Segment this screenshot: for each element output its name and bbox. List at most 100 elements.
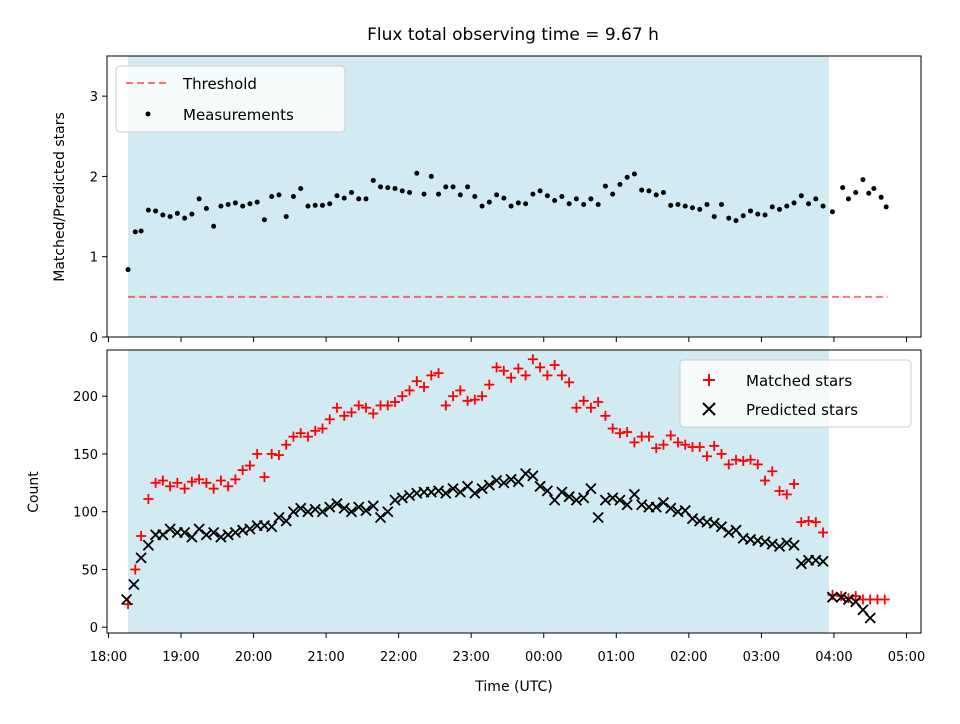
measurement-point bbox=[866, 191, 871, 196]
measurement-point bbox=[654, 192, 659, 197]
y-tick-label: 200 bbox=[73, 390, 98, 405]
y-tick-label: 100 bbox=[73, 506, 98, 521]
measurement-point bbox=[763, 212, 768, 217]
measurement-point bbox=[596, 202, 601, 207]
measurement-point bbox=[393, 186, 398, 191]
measurement-point bbox=[646, 188, 651, 193]
x-tick-label: 03:00 bbox=[743, 650, 780, 665]
measurement-point bbox=[879, 195, 884, 200]
measurement-point bbox=[436, 192, 441, 197]
measurement-point bbox=[407, 190, 412, 195]
measurement-point bbox=[799, 193, 804, 198]
measurement-point bbox=[813, 196, 818, 201]
measurement-point bbox=[770, 204, 775, 209]
x-tick-label: 00:00 bbox=[525, 650, 562, 665]
measurement-point bbox=[342, 196, 347, 201]
measurement-point bbox=[545, 193, 550, 198]
matched-legend-label: Matched stars bbox=[746, 372, 852, 390]
measurement-point bbox=[133, 229, 138, 234]
measurement-point bbox=[821, 204, 826, 209]
top-x-ticks bbox=[108, 337, 906, 342]
x-axis-title: Time (UTC) bbox=[474, 679, 552, 695]
measurement-point bbox=[298, 186, 303, 191]
measurement-point bbox=[734, 218, 739, 223]
measurement-point bbox=[530, 192, 535, 197]
measurement-point bbox=[748, 208, 753, 213]
measurement-point bbox=[516, 200, 521, 205]
x-tick-label: 01:00 bbox=[598, 650, 635, 665]
measurement-point bbox=[588, 196, 593, 201]
measurement-point bbox=[690, 205, 695, 210]
x-tick-label: 21:00 bbox=[307, 650, 344, 665]
y-tick-label: 150 bbox=[73, 448, 98, 463]
bottom-y-axis-title: Count bbox=[26, 471, 42, 513]
top-y-ticks: 0 1 2 3 bbox=[90, 90, 107, 346]
measurement-point bbox=[853, 190, 858, 195]
measurement-point bbox=[226, 202, 231, 207]
measurement-point bbox=[472, 194, 477, 199]
bottom-legend: Matched stars Predicted stars bbox=[680, 360, 911, 427]
measurement-point bbox=[884, 204, 889, 209]
measurement-point bbox=[400, 188, 405, 193]
measurement-point bbox=[755, 212, 760, 217]
measurement-point bbox=[349, 190, 354, 195]
chart-title: Flux total observing time = 9.67 h bbox=[367, 25, 659, 45]
measurement-point bbox=[371, 178, 376, 183]
measurement-point bbox=[494, 192, 499, 197]
threshold-legend-label: Threshold bbox=[182, 75, 257, 93]
x-tick-label: 18:00 bbox=[90, 650, 127, 665]
measurement-point bbox=[846, 196, 851, 201]
measurement-point bbox=[704, 202, 709, 207]
measurement-point bbox=[683, 204, 688, 209]
measurement-point bbox=[559, 194, 564, 199]
x-tick-label: 19:00 bbox=[162, 650, 199, 665]
measurement-point bbox=[255, 200, 260, 205]
predicted-star-point bbox=[865, 613, 875, 623]
measurement-point bbox=[356, 196, 361, 201]
measurement-point bbox=[385, 185, 390, 190]
measurement-point bbox=[552, 198, 557, 203]
measurement-point bbox=[465, 184, 470, 189]
measurement-point bbox=[168, 214, 173, 219]
measurement-point bbox=[211, 224, 216, 229]
measurement-point bbox=[661, 190, 666, 195]
measurement-point bbox=[443, 184, 448, 189]
measurement-point bbox=[501, 196, 506, 201]
measurement-point bbox=[574, 196, 579, 201]
measurement-point bbox=[830, 209, 835, 214]
measurement-point bbox=[204, 206, 209, 211]
measurement-point bbox=[581, 202, 586, 207]
measurement-point bbox=[429, 174, 434, 179]
measurement-point bbox=[247, 201, 252, 206]
measurement-point bbox=[218, 204, 223, 209]
bottom-y-ticks: 050100150200 bbox=[73, 390, 107, 636]
bottom-panel: 0 50 100 150 200 18:00 19:00 20:00 21:00 22:00 23… bbox=[26, 350, 925, 695]
measurement-point bbox=[175, 211, 180, 216]
predicted-legend-label: Predicted stars bbox=[746, 401, 858, 419]
measurement-point bbox=[422, 192, 427, 197]
measurement-point bbox=[197, 196, 202, 201]
measurement-point bbox=[639, 188, 644, 193]
measurement-point bbox=[364, 196, 369, 201]
measurement-point bbox=[269, 194, 274, 199]
measurement-point bbox=[697, 207, 702, 212]
y-tick-label: 0 bbox=[90, 621, 98, 636]
measurements-legend-swatch bbox=[146, 112, 151, 117]
measurement-point bbox=[777, 207, 782, 212]
measurement-point bbox=[871, 186, 876, 191]
matched-star-point bbox=[880, 595, 890, 605]
measurement-point bbox=[276, 192, 281, 197]
measurement-point bbox=[320, 203, 325, 208]
measurement-point bbox=[291, 194, 296, 199]
y-tick-label: 3 bbox=[90, 90, 98, 105]
measurement-point bbox=[262, 217, 267, 222]
y-tick-label: 2 bbox=[90, 170, 98, 185]
x-tick-label: 05:00 bbox=[888, 650, 925, 665]
measurement-point bbox=[240, 204, 245, 209]
measurement-point bbox=[126, 267, 131, 272]
measurements-legend-label: Measurements bbox=[183, 106, 294, 124]
measurement-point bbox=[139, 229, 144, 234]
measurement-point bbox=[313, 203, 318, 208]
measurement-point bbox=[451, 184, 456, 189]
measurement-point bbox=[233, 200, 238, 205]
